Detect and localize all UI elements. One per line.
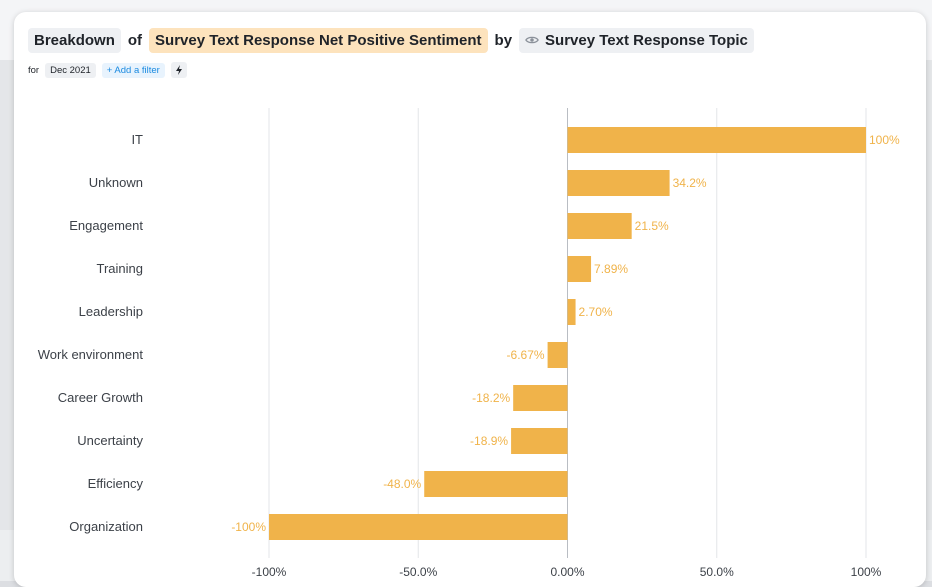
category-label: Organization bbox=[69, 519, 143, 534]
category-label: Uncertainty bbox=[77, 433, 143, 448]
by-word: by bbox=[494, 31, 513, 49]
data-label: -100% bbox=[231, 520, 266, 534]
data-label: 100% bbox=[869, 133, 900, 147]
date-filter-chip[interactable]: Dec 2021 bbox=[45, 62, 96, 78]
bar bbox=[567, 299, 576, 325]
category-label: IT bbox=[131, 132, 143, 147]
bar bbox=[511, 428, 568, 454]
bar bbox=[567, 256, 592, 282]
bar bbox=[269, 514, 568, 540]
x-tick-label: -50.0% bbox=[399, 565, 437, 579]
lightning-icon bbox=[175, 65, 182, 75]
breakdown-pill[interactable]: Breakdown bbox=[28, 27, 121, 53]
data-label: -6.67% bbox=[507, 348, 545, 362]
bar bbox=[513, 385, 568, 411]
data-label: -48.0% bbox=[383, 477, 421, 491]
bar bbox=[567, 213, 632, 239]
add-filter-button[interactable]: + Add a filter bbox=[101, 62, 165, 78]
filter-row: for Dec 2021 + Add a filter bbox=[28, 62, 187, 78]
data-label: -18.9% bbox=[470, 434, 508, 448]
quick-filter-button[interactable] bbox=[170, 62, 187, 78]
dimension-label: Survey Text Response Topic bbox=[545, 31, 748, 49]
category-label: Leadership bbox=[79, 304, 143, 319]
data-label: -18.2% bbox=[472, 391, 510, 405]
dimension-pill[interactable]: Survey Text Response Topic bbox=[519, 27, 754, 53]
category-label: Work environment bbox=[38, 347, 144, 362]
data-label: 7.89% bbox=[594, 262, 628, 276]
x-tick-label: -100% bbox=[252, 565, 287, 579]
data-label: 2.70% bbox=[579, 305, 613, 319]
bar bbox=[424, 471, 568, 497]
category-label: Engagement bbox=[69, 218, 143, 233]
eye-icon bbox=[525, 36, 539, 44]
category-label: Efficiency bbox=[88, 476, 144, 491]
x-tick-label: 100% bbox=[851, 565, 882, 579]
for-label: for bbox=[28, 64, 40, 76]
bar-chart: -100% -50.0% 0.00% 50.0% 100% IT 100% Unknown 34… bbox=[38, 108, 900, 579]
bar bbox=[547, 342, 568, 368]
x-tick-label: 0.00% bbox=[550, 565, 584, 579]
x-tick-label: 50.0% bbox=[700, 565, 734, 579]
data-label: 21.5% bbox=[635, 219, 669, 233]
bar bbox=[567, 127, 866, 153]
measure-pill[interactable]: Survey Text Response Net Positive Sentim… bbox=[149, 27, 488, 53]
chart-card: Breakdown of Survey Text Response Net Po… bbox=[14, 12, 926, 587]
category-label: Unknown bbox=[89, 175, 143, 190]
query-title: Breakdown of Survey Text Response Net Po… bbox=[28, 27, 754, 53]
category-label: Training bbox=[97, 261, 143, 276]
bar bbox=[567, 170, 670, 196]
of-word: of bbox=[127, 31, 143, 49]
category-label: Career Growth bbox=[58, 390, 143, 405]
data-label: 34.2% bbox=[673, 176, 707, 190]
